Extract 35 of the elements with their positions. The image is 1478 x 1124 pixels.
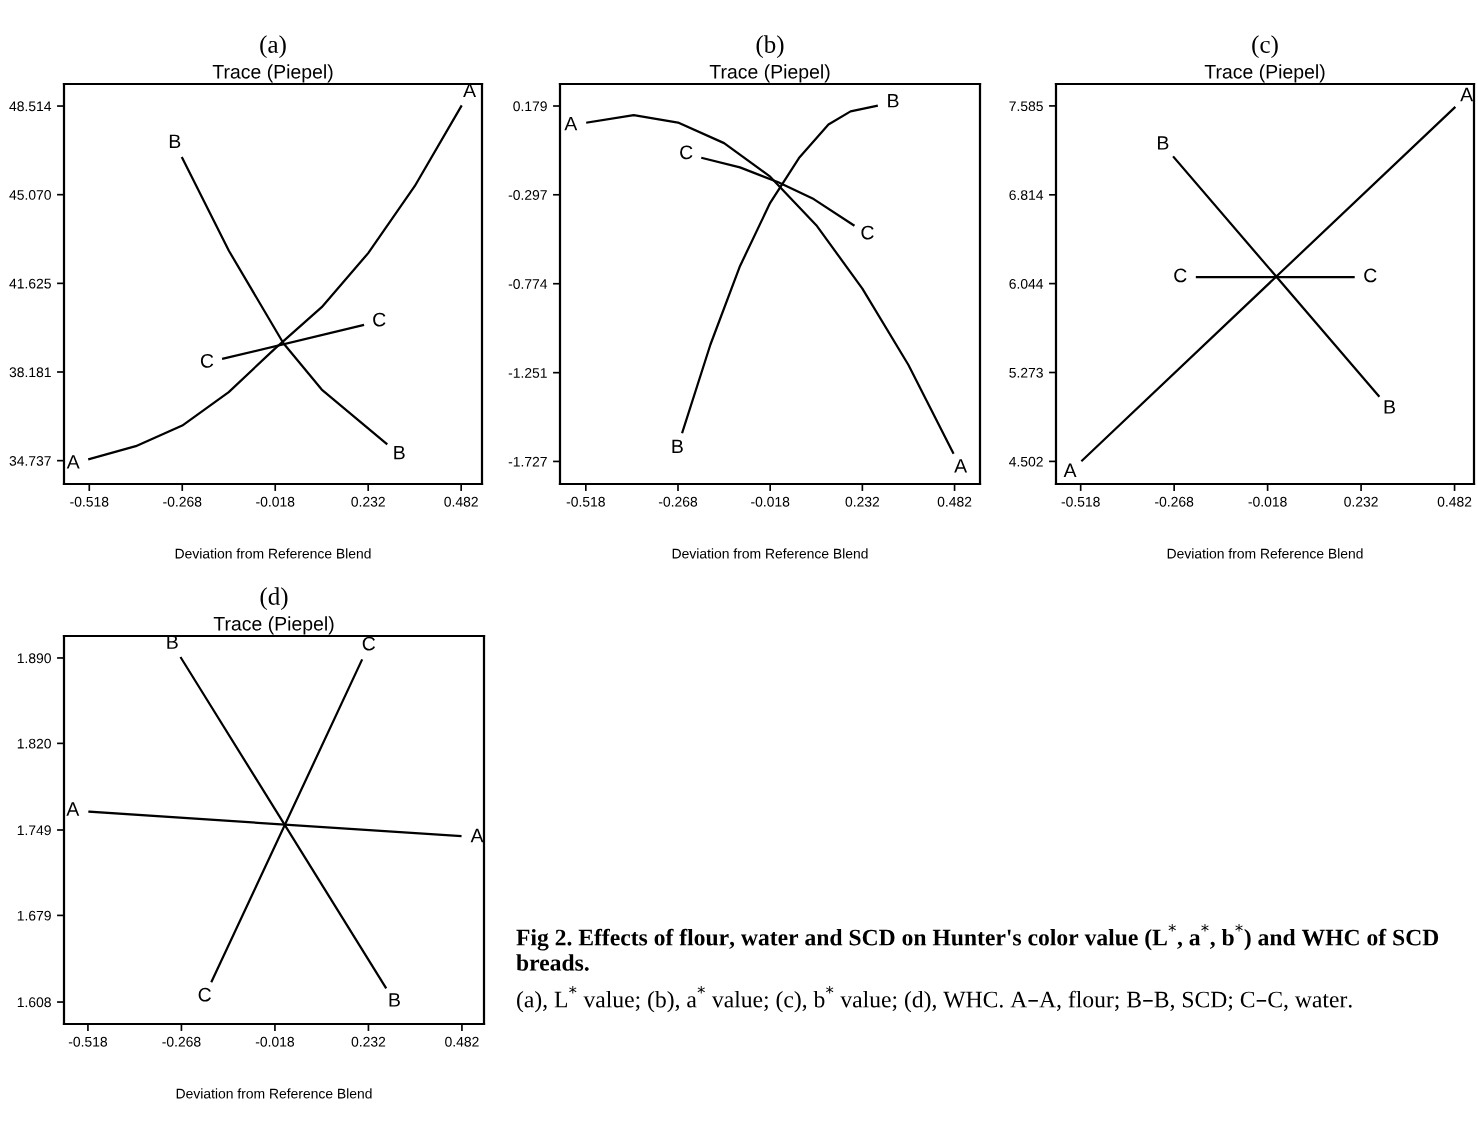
chart-subtitle: Trace (Piepel): [212, 64, 333, 83]
series-label: B: [394, 445, 405, 460]
legend-label: A: [1063, 463, 1077, 477]
text: (a), L$^{*}$ value; (b), a$^{*}$ value; (c), b$^{*}$ value; (d), WHC. A–A, flour; B–B, SCD; C–C, water.: [517, 986, 1352, 1013]
text: C: [680, 145, 693, 160]
series-label: C: [200, 353, 214, 368]
line-series: [701, 156, 855, 227]
chart-title: (c): [1252, 35, 1278, 58]
series-label: C: [861, 225, 874, 240]
chart-title: (b): [756, 35, 784, 58]
chart-title: (d): [260, 587, 288, 610]
series-label: B: [1384, 400, 1395, 414]
text: A: [66, 455, 80, 469]
text: C: [373, 312, 386, 327]
series-label: A: [470, 828, 484, 843]
line-series: [88, 105, 463, 461]
series-label: A: [954, 459, 968, 473]
chart-subtitle: Trace (Piepel): [1204, 64, 1325, 83]
chart-title: (a): [260, 35, 286, 58]
text: A: [564, 116, 578, 131]
series-label: B: [672, 439, 683, 454]
text: C: [1364, 268, 1377, 283]
text: B: [169, 134, 181, 148]
series-label: B: [389, 993, 400, 1007]
text: B: [1158, 136, 1169, 150]
text: Fig 2. Effects of flour, water and SCD on Hunter's color value (L$^{*}$, a$^{*}$, b$^{*}$) and WHC of SCD breads.: [516, 924, 1439, 971]
series-label: C: [1174, 268, 1187, 283]
text: A: [1460, 87, 1474, 102]
series-label: C: [198, 987, 211, 1002]
chart-subtitle: Trace (Piepel): [213, 616, 334, 635]
text: C: [362, 636, 376, 651]
chart-subtitle: Trace (Piepel): [709, 64, 830, 83]
line-series: [181, 156, 388, 445]
text: A: [66, 802, 80, 816]
text: B: [888, 93, 899, 108]
